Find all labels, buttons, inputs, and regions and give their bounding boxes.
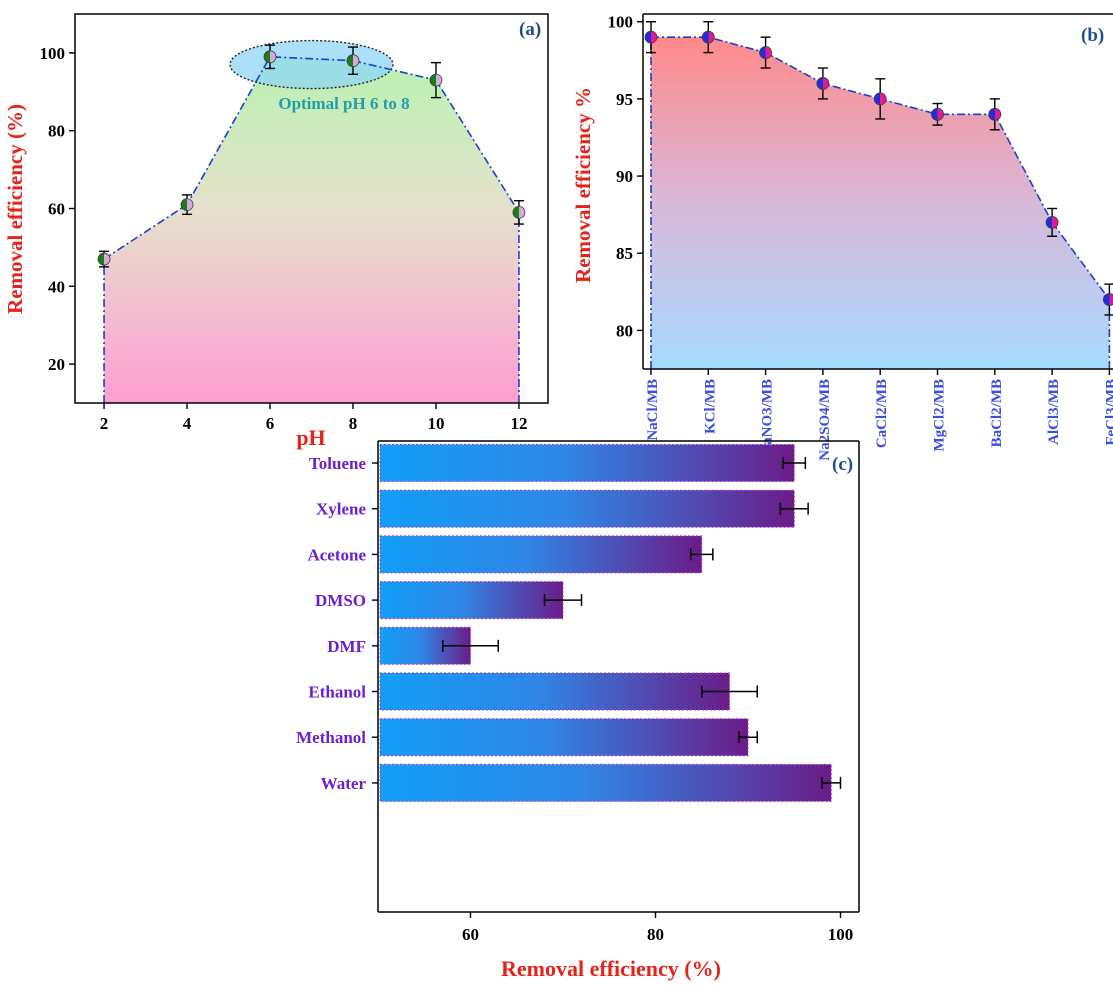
- panel-c-category-label: Ethanol: [308, 683, 366, 702]
- panel-a-area: [104, 56, 519, 403]
- panel-c-bar: [379, 581, 564, 620]
- panel-a-y-tick-label: 40: [48, 277, 65, 296]
- panel-b-y-tick-label: 95: [616, 90, 633, 109]
- panel-c-bars: [379, 444, 832, 802]
- panel-b-y-tick-label: 90: [616, 167, 633, 186]
- panel-c-bar: [379, 672, 730, 711]
- panel-a-x-tick-label: 8: [349, 414, 358, 433]
- panel-b-markers: [644, 30, 1113, 306]
- panel-b-marker: [1103, 293, 1113, 306]
- panel-c-x-axis-title: Removal efficiency (%): [501, 956, 721, 981]
- panel-a-y-tick-label: 60: [48, 200, 65, 219]
- panel-b-marker: [988, 107, 1002, 121]
- panel-a-x-tick-label: 12: [510, 414, 527, 433]
- panel-b-x-tick-label: Na2SO4/MB: [817, 379, 833, 461]
- panel-b-label: (b): [1081, 25, 1104, 46]
- panel-b-y-tick-label: 80: [616, 321, 633, 340]
- panel-a-x-axis-title: pH: [296, 425, 325, 450]
- panel-a-optimal-ellipse: [229, 39, 394, 90]
- panel-b-x-tick-label: AlCl3/MB: [1046, 379, 1062, 445]
- panel-b-x-tick-label: KCl/MB: [702, 379, 718, 434]
- panel-a-marker: [263, 50, 277, 64]
- panel-b-y-axis-title: Removal efficiency %: [571, 87, 595, 283]
- panel-c-category-label: Methanol: [296, 728, 366, 747]
- panel-a-series-line: [103, 55, 520, 403]
- panel-c-category-label: Toluene: [309, 454, 366, 473]
- panel-b-marker: [644, 30, 658, 44]
- panel-a-marker: [429, 73, 443, 87]
- panel-b-y-tick-label: 100: [608, 13, 634, 32]
- panel-a-markers: [97, 50, 526, 266]
- panel-c-category-label: Water: [321, 774, 367, 793]
- panel-b-x-tick-label: NaCl/MB: [645, 379, 661, 441]
- panel-c-category-label: DMSO: [315, 591, 366, 610]
- panel-c-bar: [379, 763, 832, 802]
- panel-b-x-tick-label: CaCl2/MB: [874, 379, 890, 448]
- panel-a-x-ticks: 2 4 6 8 10 12: [100, 403, 527, 433]
- panel-a-x-tick-label: 4: [183, 414, 192, 433]
- panel-c-bar: [379, 489, 795, 528]
- panel-b-marker: [1045, 215, 1059, 229]
- panel-a-y-axis-title: Removal efficiency (%): [3, 104, 27, 314]
- panel-a-label: (a): [519, 19, 541, 40]
- panel-b-marker: [759, 46, 772, 59]
- panel-b-marker: [931, 107, 944, 121]
- panel-b-marker: [873, 92, 887, 106]
- panel-c-category-label: DMF: [327, 637, 366, 656]
- panel-c-x-tick-label: 100: [828, 925, 854, 944]
- panel-c-error-bars: [442, 457, 842, 789]
- panel-b-x-tick-label: FeCl3/MB: [1103, 379, 1113, 446]
- panel-c-label: (c): [832, 454, 853, 475]
- panel-a: 2 4 6 8 10 12 20 40 60 80 100 (a) Optimal pH 6 to…: [3, 13, 549, 450]
- panel-b-y-tick-label: 85: [616, 244, 633, 263]
- panel-b-x-tick-label: MgCl2/MB: [932, 379, 948, 452]
- panel-c-bar: [379, 535, 703, 574]
- panel-c-x-tick-label: 80: [647, 925, 664, 944]
- panel-c-category-ticks: Toluene Xylene Acetone DMSO DMF Ethanol Methan…: [296, 454, 378, 793]
- panel-a-optimal-ellipse-shape: [229, 39, 394, 90]
- panel-b-marker: [816, 77, 830, 90]
- panel-b-y-ticks: 80 85 90 95 100: [608, 13, 643, 340]
- panel-c-category-label: Xylene: [316, 500, 367, 519]
- panel-c-bar: [379, 444, 795, 482]
- panel-a-x-tick-label: 10: [427, 414, 444, 433]
- panel-c: Toluene Xylene Acetone DMSO DMF Ethanol Methan…: [296, 440, 860, 981]
- panel-a-marker: [346, 54, 360, 68]
- panel-b-x-tick-label: BaCl2/MB: [989, 379, 1005, 447]
- panel-c-bar: [379, 718, 749, 757]
- panel-a-y-tick-label: 20: [48, 355, 65, 374]
- panel-b-marker: [701, 30, 715, 44]
- panel-a-marker: [97, 252, 111, 266]
- panel-a-y-ticks: 20 40 60 80 100: [40, 44, 75, 374]
- panel-a-line: [103, 55, 520, 260]
- panel-b: NaCl/MB KCl/MB NaNO3/MB Na2SO4/MB CaCl2/MB Mg…: [571, 13, 1113, 461]
- panel-a-marker: [512, 205, 526, 219]
- panel-a-x-tick-label: 6: [266, 414, 275, 433]
- panel-c-x-tick-label: 60: [462, 925, 479, 944]
- panel-a-marker: [180, 198, 194, 212]
- panel-a-x-tick-label: 2: [100, 414, 109, 433]
- panel-a-y-tick-label: 80: [48, 122, 65, 141]
- panel-b-x-tick-label: NaNO3/MB: [760, 379, 776, 456]
- panel-a-annotation: Optimal pH 6 to 8: [278, 94, 409, 113]
- panel-a-y-tick-label: 100: [40, 44, 66, 63]
- panel-c-category-label: Acetone: [307, 545, 366, 564]
- panel-a-area-fill: [104, 56, 519, 403]
- panel-c-x-ticks: 60 80 100: [462, 912, 853, 944]
